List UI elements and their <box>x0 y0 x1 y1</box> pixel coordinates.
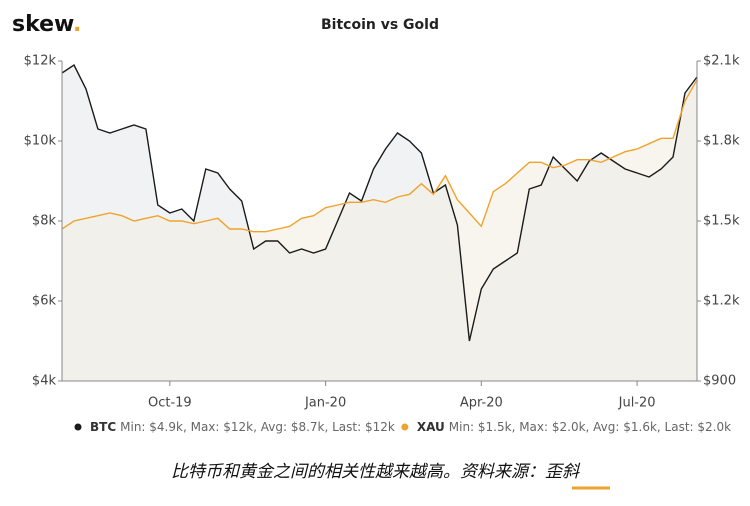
legend-stats: Min: $1.5k, Max: $2.0k, Avg: $1.6k, Last… <box>449 420 731 434</box>
logo-dot: . <box>73 12 81 37</box>
legend-name: XAU <box>417 420 445 434</box>
line <box>61 79 698 233</box>
x-tick-label: Oct-19 <box>148 396 192 411</box>
logo-text: skew <box>12 12 74 37</box>
y2-tick-label: $1.5k <box>703 214 740 229</box>
y2-tick-label: $1.8k <box>703 134 740 149</box>
area <box>62 79 697 381</box>
legend-entry: BTC Min: $4.9k, Max: $12k, Avg: $8.7k, La… <box>90 420 395 434</box>
x-tick-label: Jul-20 <box>618 396 656 411</box>
legend-name: BTC <box>90 420 116 434</box>
caption: 比特币和黄金之间的相关性越来越高。资料来源：歪斜 <box>171 462 581 482</box>
y-tick-label: $4k <box>32 374 57 389</box>
y-tick-label: $8k <box>32 214 57 229</box>
y2-tick-label: $1.2k <box>703 294 740 309</box>
x-tick-label: Jan-20 <box>304 396 346 411</box>
y-tick-label: $6k <box>32 294 57 309</box>
x-tick-label: Apr-20 <box>460 396 503 411</box>
plot-area <box>61 63 698 381</box>
legend-entry: XAU Min: $1.5k, Max: $2.0k, Avg: $1.6k, L… <box>417 420 731 434</box>
legend-marker <box>401 423 409 431</box>
chart-title: Bitcoin vs Gold <box>321 17 439 33</box>
legend-marker <box>74 423 82 431</box>
y-tick-label: $12k <box>24 54 57 69</box>
legend: BTC Min: $4.9k, Max: $12k, Avg: $8.7k, La… <box>74 420 731 434</box>
legend-stats: Min: $4.9k, Max: $12k, Avg: $8.7k, Last:… <box>120 420 395 434</box>
caption-source: 歪斜 <box>545 462 581 482</box>
y2-tick-label: $900 <box>703 374 736 389</box>
y-tick-label: $10k <box>24 134 57 149</box>
y2-tick-label: $2.1k <box>703 54 740 69</box>
caption-text: 比特币和黄金之间的相关性越来越高。资料来源： <box>171 462 545 482</box>
logo: skew. <box>12 12 81 37</box>
